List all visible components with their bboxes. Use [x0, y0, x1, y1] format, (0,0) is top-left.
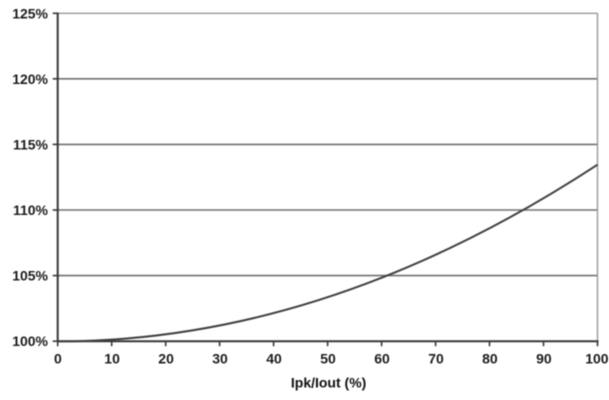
svg-text:100: 100 — [585, 351, 609, 367]
svg-text:0: 0 — [54, 351, 62, 367]
svg-text:115%: 115% — [13, 136, 49, 152]
svg-text:70: 70 — [428, 351, 444, 367]
svg-text:90: 90 — [536, 351, 552, 367]
svg-text:100%: 100% — [12, 333, 48, 349]
svg-text:125%: 125% — [12, 5, 48, 21]
svg-text:105%: 105% — [12, 268, 48, 284]
svg-text:10: 10 — [104, 351, 120, 367]
svg-text:30: 30 — [212, 351, 228, 367]
svg-text:40: 40 — [266, 351, 282, 367]
svg-text:Ipk/Iout (%): Ipk/Iout (%) — [291, 375, 366, 391]
svg-text:110%: 110% — [13, 202, 49, 218]
svg-text:120%: 120% — [12, 71, 48, 87]
svg-text:20: 20 — [158, 351, 174, 367]
svg-text:60: 60 — [374, 351, 390, 367]
svg-text:80: 80 — [482, 351, 498, 367]
svg-text:50: 50 — [320, 351, 336, 367]
